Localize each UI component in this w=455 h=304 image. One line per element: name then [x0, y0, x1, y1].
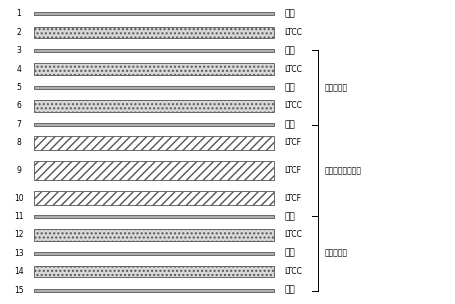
- Text: 4: 4: [16, 64, 21, 74]
- Bar: [35, 12, 273, 15]
- Text: 导体: 导体: [283, 286, 294, 295]
- Bar: [35, 229, 273, 240]
- Text: 导体: 导体: [283, 46, 294, 55]
- Text: 10: 10: [14, 194, 23, 202]
- Bar: [35, 289, 273, 292]
- Text: 8: 8: [16, 138, 21, 147]
- Text: 2: 2: [16, 28, 21, 37]
- Text: 1: 1: [16, 9, 21, 18]
- Text: 5: 5: [16, 83, 21, 92]
- Text: 13: 13: [14, 249, 23, 258]
- Text: 6: 6: [16, 102, 21, 110]
- Text: 导体: 导体: [283, 249, 294, 258]
- Text: 中间屏蔽层: 中间屏蔽层: [324, 249, 347, 258]
- Text: 7: 7: [16, 120, 21, 129]
- Text: 中间屏蔽层: 中间屏蔽层: [324, 83, 347, 92]
- Text: 14: 14: [14, 267, 23, 276]
- Bar: [35, 191, 273, 205]
- Bar: [35, 49, 273, 52]
- Text: 15: 15: [14, 286, 23, 295]
- Bar: [35, 86, 273, 89]
- Text: 磁性元器件布置层: 磁性元器件布置层: [324, 166, 361, 175]
- Bar: [35, 266, 273, 278]
- Bar: [35, 26, 273, 38]
- Text: 11: 11: [14, 212, 23, 221]
- Bar: [35, 252, 273, 255]
- Text: LTCF: LTCF: [283, 166, 301, 175]
- Text: 导体: 导体: [283, 9, 294, 18]
- Text: LTCF: LTCF: [283, 194, 301, 202]
- Text: 9: 9: [16, 166, 21, 175]
- Bar: [35, 123, 273, 126]
- Text: LTCF: LTCF: [283, 138, 301, 147]
- Text: 12: 12: [14, 230, 23, 240]
- Bar: [35, 215, 273, 218]
- Bar: [35, 161, 273, 180]
- Text: 导体: 导体: [283, 83, 294, 92]
- Text: LTCC: LTCC: [283, 64, 302, 74]
- Text: LTCC: LTCC: [283, 102, 302, 110]
- Text: 导体: 导体: [283, 212, 294, 221]
- Bar: [35, 64, 273, 75]
- Text: LTCC: LTCC: [283, 230, 302, 240]
- Bar: [35, 100, 273, 112]
- Bar: [35, 136, 273, 150]
- Text: LTCC: LTCC: [283, 267, 302, 276]
- Text: LTCC: LTCC: [283, 28, 302, 37]
- Text: 导体: 导体: [283, 120, 294, 129]
- Text: 3: 3: [16, 46, 21, 55]
